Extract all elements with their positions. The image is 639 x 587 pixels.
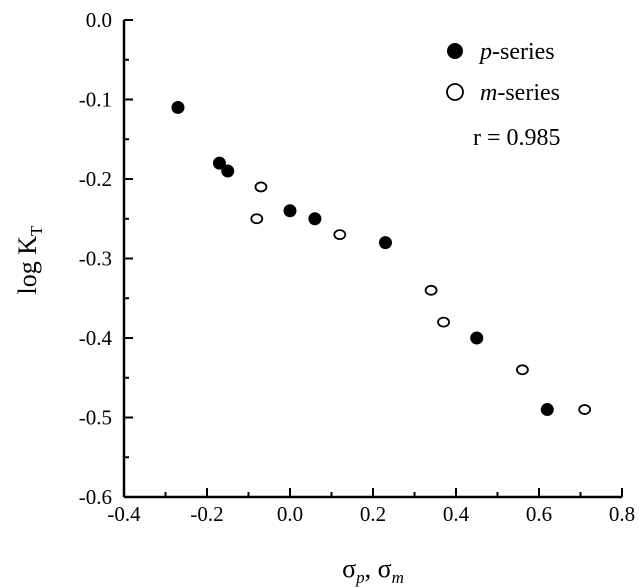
m-series-point <box>250 213 264 225</box>
legend-marker-open <box>446 83 464 101</box>
m-series-point <box>578 404 592 415</box>
x-axis-title: σp, σm <box>342 554 404 587</box>
x-tick-label: 0.0 <box>277 502 303 526</box>
p-series-point <box>212 156 226 170</box>
p-series-point <box>470 331 484 345</box>
y-axis-title: log KT <box>13 225 46 295</box>
m-series-point <box>516 364 529 376</box>
x-tick-label: -0.4 <box>107 502 141 526</box>
y-tick-label: -0.4 <box>79 326 113 350</box>
x-tick-label: 0.6 <box>526 502 552 526</box>
p-series-point <box>540 403 554 417</box>
y-tick-label: -0.5 <box>79 406 112 430</box>
y-tick-label: 0.0 <box>86 8 112 32</box>
correlation-annotation: r = 0.985 <box>473 125 561 151</box>
y-tick-label: -0.2 <box>79 167 112 191</box>
y-tick-label: -0.3 <box>79 247 112 271</box>
x-tick-label: -0.2 <box>190 502 223 526</box>
legend-label-m-series: m-series <box>480 80 560 106</box>
p-series-point <box>283 204 297 218</box>
p-series-point <box>171 100 185 114</box>
p-series-point <box>308 212 322 226</box>
tick-labels: -0.4 -0.2 0.0 0.2 0.4 0.6 0.8 0.0 -0.1 -0.2 -0.3 -0… <box>79 8 635 526</box>
m-series-point <box>254 181 268 193</box>
legend-marker-filled <box>447 43 463 59</box>
y-tick-label: -0.1 <box>79 88 112 112</box>
m-series-point <box>437 316 450 328</box>
m-series-point <box>424 284 438 296</box>
legend-label-p-series: p-series <box>478 39 555 65</box>
y-tick-label: -0.6 <box>79 485 112 509</box>
x-tick-label: 0.8 <box>609 502 635 526</box>
x-tick-label: 0.2 <box>360 502 386 526</box>
p-series-point <box>221 164 235 178</box>
p-series-point <box>378 236 392 250</box>
m-series-point <box>333 229 347 241</box>
data-points <box>171 100 592 417</box>
ticks <box>123 19 623 498</box>
legend: p-series m-series r = 0.985 <box>446 39 561 151</box>
x-tick-label: 0.4 <box>443 502 470 526</box>
